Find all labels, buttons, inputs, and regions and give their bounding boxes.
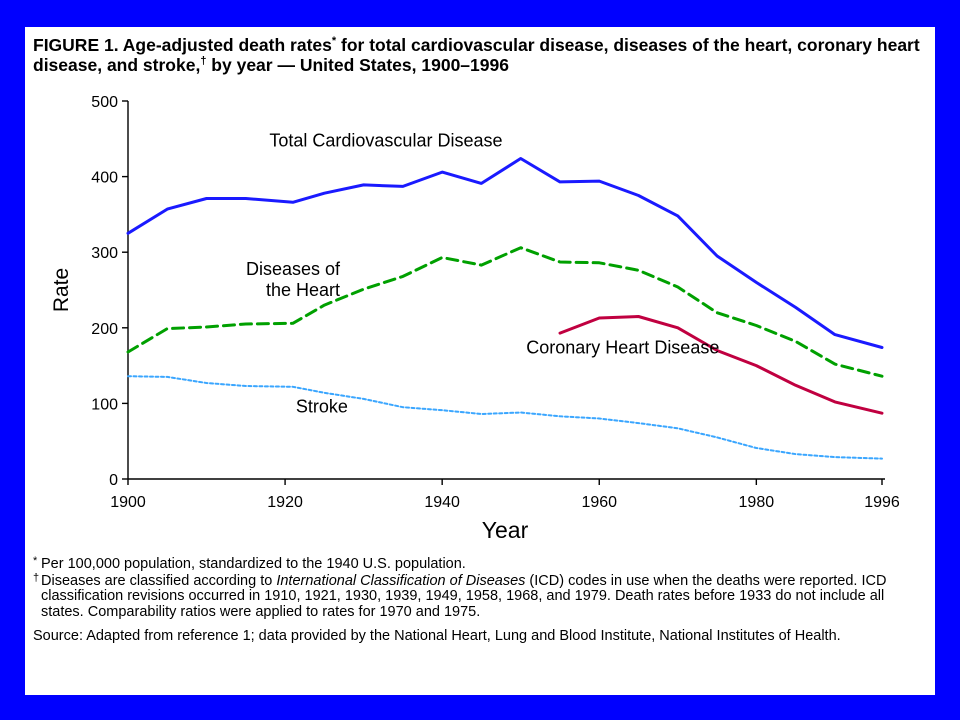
chart-series xyxy=(126,157,884,460)
x-axis-label: Year xyxy=(482,517,529,543)
footnote-dagger-mark: † xyxy=(33,571,40,584)
x-tick-label: 1940 xyxy=(424,494,460,511)
series-line-coronary-heart-disease xyxy=(558,315,884,415)
y-tick-label: 0 xyxy=(109,472,118,489)
footnote-star-mark: * xyxy=(33,555,38,567)
footnote-icd-text-pre: Diseases are classified according to xyxy=(41,572,277,589)
x-tick-label: 1900 xyxy=(110,494,146,511)
source-note: Source: Adapted from reference 1; data p… xyxy=(33,628,841,644)
line-chart: 0 100 200 300 400 500 1900 1920 1940 1960 1980 1996… xyxy=(50,94,900,543)
series-label-diseases-of-the-heart: the Heart xyxy=(266,280,340,300)
x-tick-label: 1996 xyxy=(864,494,900,511)
x-tick-label: 1980 xyxy=(739,494,775,511)
footnote-population: * Per 100,000 population, standardized to… xyxy=(33,555,928,573)
footnote-icd-text-post: (ICD) codes in use when the deaths were … xyxy=(41,572,887,620)
figure-title: FIGURE 1. Age-adjusted death rates* for … xyxy=(33,35,923,75)
title-star-mark: * xyxy=(331,35,337,48)
figure-notes: * Per 100,000 population, standardized to… xyxy=(33,555,928,645)
footnote-icd-text-italic: International Classification of Diseases xyxy=(276,572,526,589)
series-label-stroke: Stroke xyxy=(296,396,348,416)
y-tick-label: 300 xyxy=(91,245,118,262)
series-line-total-cardiovascular-disease xyxy=(126,157,884,349)
y-tick-label: 100 xyxy=(91,396,118,413)
footnote-population-text: Per 100,000 population, standardized to … xyxy=(41,556,466,572)
y-tick-label: 200 xyxy=(91,321,118,338)
y-tick-label: 400 xyxy=(91,170,118,187)
chart-axes: 0 100 200 300 400 500 1900 1920 1940 1960 1980 1996 xyxy=(91,94,900,511)
y-axis-label: Rate xyxy=(50,268,73,312)
series-line-stroke xyxy=(127,375,883,460)
x-tick-label: 1960 xyxy=(581,494,617,511)
title-suffix: by year — United States, 1900–1996 xyxy=(206,55,509,75)
series-line-diseases-of-the-heart xyxy=(126,246,884,378)
title-prefix: FIGURE 1. Age-adjusted death rates xyxy=(33,35,332,55)
title-dagger-mark: † xyxy=(200,55,207,68)
footnote-icd: † Diseases are classified according to In… xyxy=(33,571,928,621)
chart-series-labels: Total Cardiovascular Disease Diseases oft… xyxy=(246,130,719,416)
figure-panel: FIGURE 1. Age-adjusted death rates* for … xyxy=(25,27,935,695)
y-tick-label: 500 xyxy=(91,94,118,111)
series-label-total-cardiovascular-disease: Total Cardiovascular Disease xyxy=(269,130,502,150)
series-label-diseases-of-the-heart: Diseases of xyxy=(246,259,341,279)
x-tick-label: 1920 xyxy=(267,494,303,511)
series-label-coronary-heart-disease: Coronary Heart Disease xyxy=(526,338,719,358)
title-middle: for total cardiovascular disease, diseas… xyxy=(33,35,920,75)
